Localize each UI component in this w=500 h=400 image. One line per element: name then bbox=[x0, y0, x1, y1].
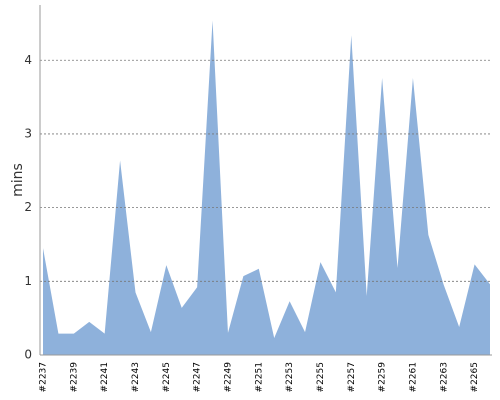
y-tick-label: 2 bbox=[24, 200, 32, 214]
y-tick-label: 0 bbox=[24, 348, 32, 362]
x-tick-label: #2249 bbox=[223, 362, 233, 393]
x-tick-label: #2253 bbox=[285, 362, 295, 392]
x-tick-label: #2261 bbox=[408, 362, 418, 392]
y-tick-label: 4 bbox=[24, 53, 32, 67]
x-tick-label: #2255 bbox=[316, 362, 326, 392]
x-tick-label: #2243 bbox=[131, 362, 141, 392]
x-tick-label: #2263 bbox=[439, 362, 449, 392]
x-tick-label: #2257 bbox=[347, 362, 357, 392]
x-tick-label: #2247 bbox=[193, 362, 203, 392]
y-tick-label: 1 bbox=[24, 274, 32, 288]
x-tick-label: #2239 bbox=[69, 362, 79, 393]
x-tick-label: #2251 bbox=[254, 362, 264, 392]
x-tick-label: #2265 bbox=[470, 362, 480, 392]
x-tick-label: #2241 bbox=[100, 362, 110, 392]
area bbox=[43, 20, 490, 355]
x-tick-label: #2245 bbox=[162, 362, 172, 392]
y-axis-label: mins bbox=[10, 163, 26, 197]
x-tick-label: #2259 bbox=[378, 362, 388, 393]
x-tick-label: #2237 bbox=[39, 362, 49, 392]
y-tick-label: 3 bbox=[24, 126, 32, 140]
